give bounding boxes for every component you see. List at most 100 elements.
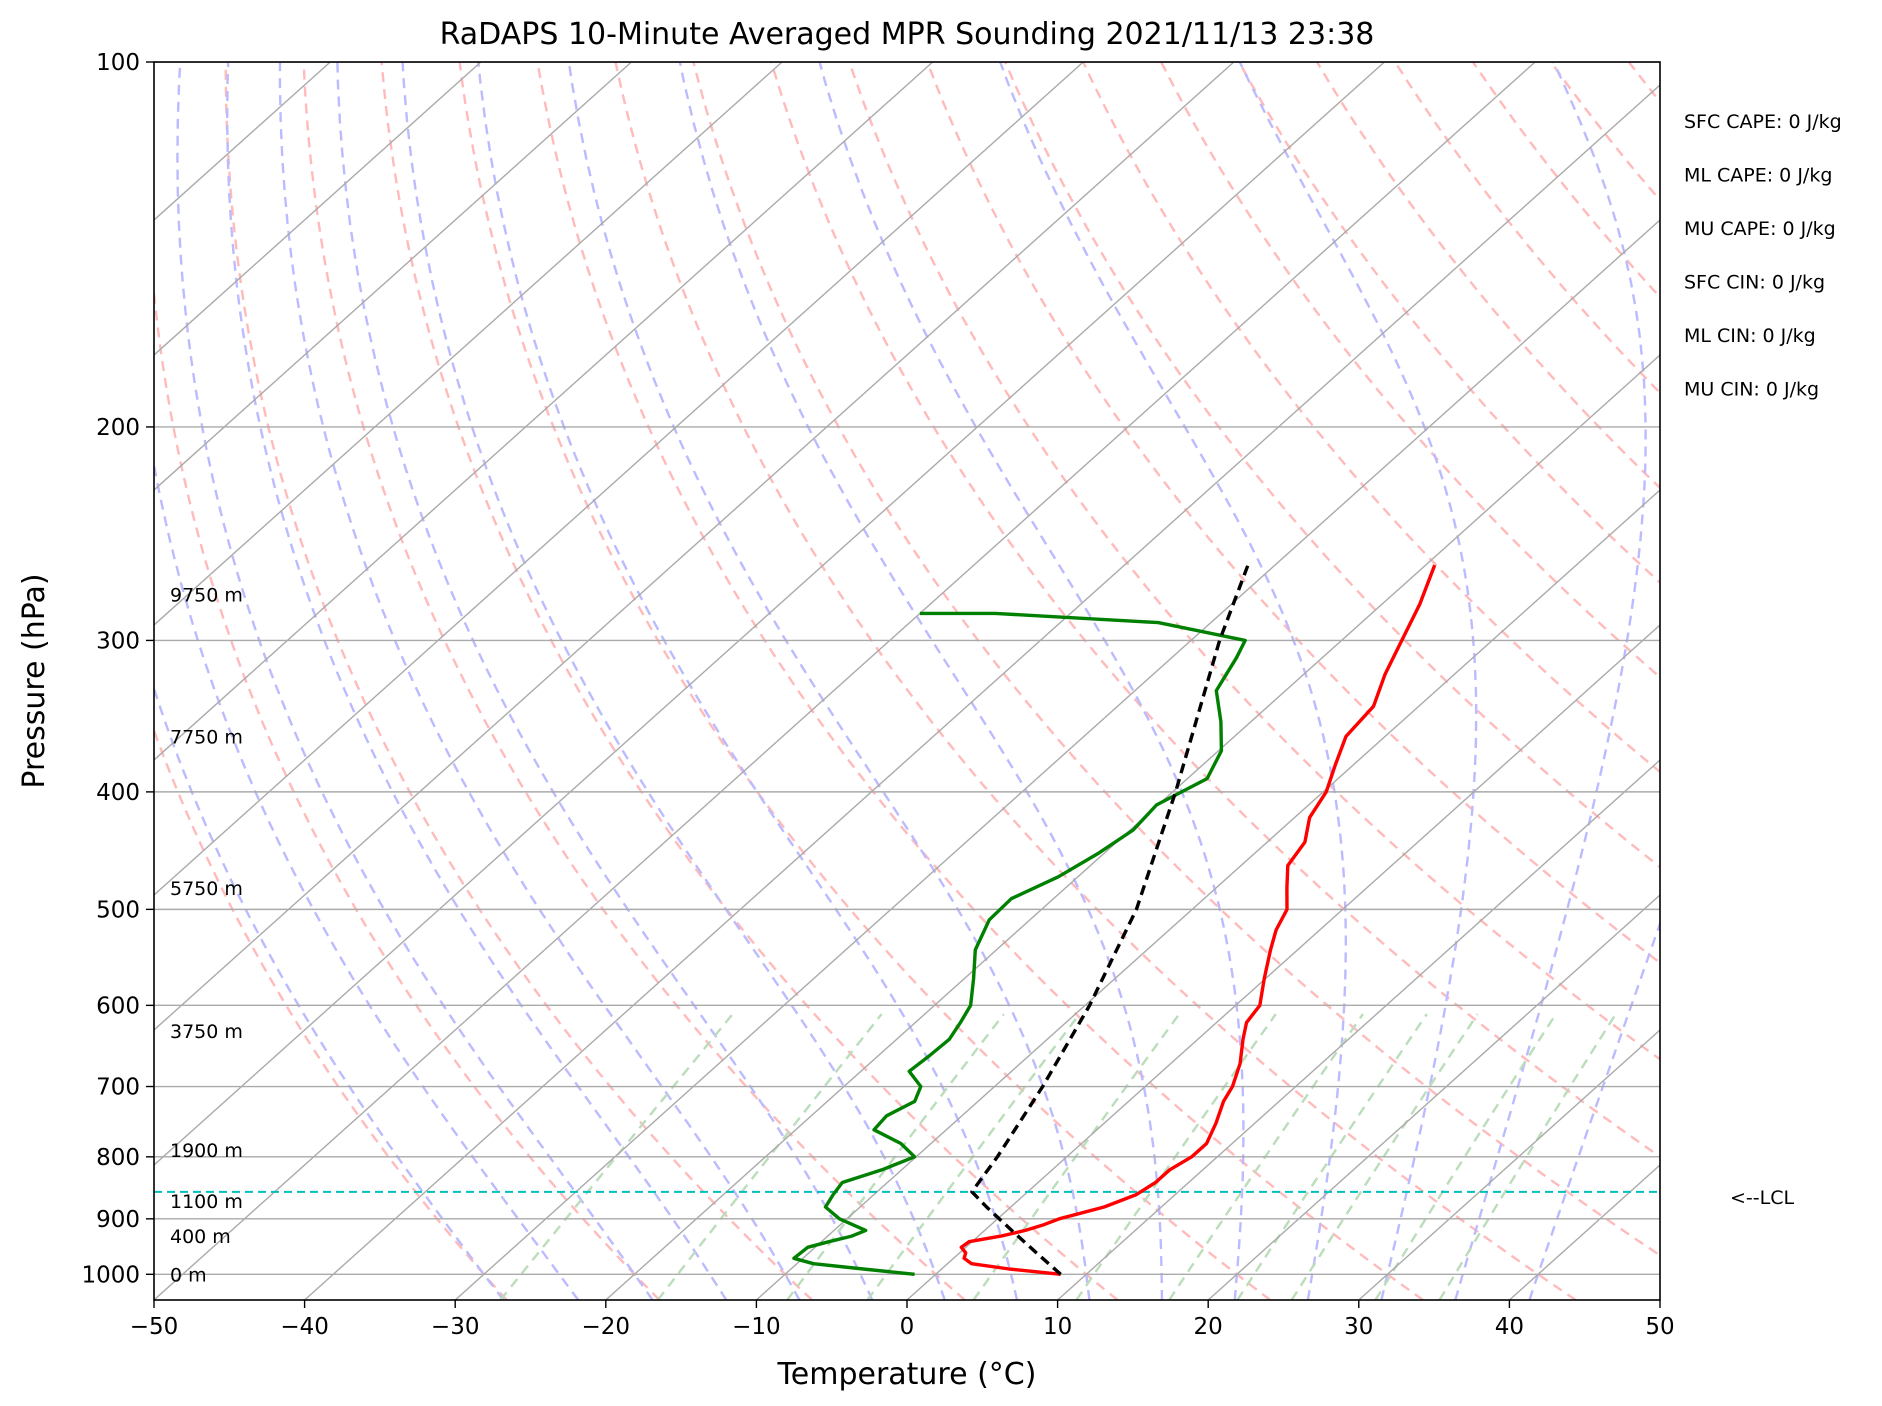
x-tick-label: 10 [1043, 1314, 1072, 1340]
isotherm [154, 62, 482, 356]
mixing-ratio-line [1438, 1013, 1617, 1300]
series-group [792, 560, 1437, 1276]
y-tick-label: 400 [96, 780, 140, 806]
moist-adiabat [567, 62, 1091, 1300]
x-tick-label: 30 [1344, 1314, 1373, 1340]
y-tick-label: 200 [96, 415, 140, 441]
dry-adiabat [1707, 62, 1882, 1300]
dry-adiabat [1393, 62, 1660, 395]
height-label: 7750 m [170, 726, 243, 748]
isotherm [906, 624, 1660, 1300]
dry-adiabat [1863, 62, 1882, 1300]
mixing-ratio-line [1168, 1013, 1364, 1300]
stats-panel: SFC CAPE: 0 J/kg ML CAPE: 0 J/kg MU CAPE: … [1684, 111, 1842, 401]
dry-adiabat [770, 62, 1660, 1159]
y-tick-label: 600 [96, 993, 140, 1019]
isotherm [605, 354, 1660, 1300]
stat-annotation: MU CAPE: 0 J/kg [1684, 218, 1836, 240]
dry-adiabat [1160, 62, 1660, 679]
pressure-grid [154, 62, 1660, 1276]
moist-adiabat [477, 62, 1019, 1300]
mixing-ratio-line [656, 1013, 883, 1300]
stat-annotation: SFC CIN: 0 J/kg [1684, 272, 1825, 294]
moist-adiabat [225, 62, 728, 1300]
moist-adiabat [1238, 62, 1478, 1300]
dry-adiabat [1785, 62, 1882, 1300]
isotherm [154, 62, 1536, 1300]
y-tick-label: 100 [96, 50, 140, 76]
isotherm [1207, 894, 1660, 1300]
mixing-ratio-line [499, 1013, 734, 1300]
chart-title: RaDAPS 10-Minute Averaged MPR Sounding 2… [440, 17, 1375, 52]
dry-adiabat [154, 281, 661, 1300]
dry-adiabat [848, 62, 1660, 1061]
isotherm [154, 62, 1385, 1166]
x-tick-label: 0 [900, 1314, 915, 1340]
isotherm [1659, 1299, 1660, 1300]
isotherm [154, 62, 783, 626]
y-tick-label: 500 [96, 897, 140, 923]
moist-adiabat [1454, 62, 1647, 1300]
temperature-line [959, 564, 1437, 1276]
isotherm [1057, 759, 1660, 1300]
mixing-ratio-line [786, 1013, 1005, 1300]
x-tick-label: 20 [1194, 1314, 1223, 1340]
x-tick-label: 50 [1645, 1314, 1674, 1340]
x-tick-label: −20 [582, 1314, 631, 1340]
height-label: 3750 m [170, 1021, 243, 1043]
isotherm [1358, 1029, 1660, 1300]
moist-adiabat [401, 62, 946, 1300]
y-tick-label: 300 [96, 628, 140, 654]
stat-annotation: ML CAPE: 0 J/kg [1684, 165, 1832, 187]
isotherm [154, 62, 934, 761]
dry-adiabat [1082, 62, 1660, 774]
x-tick-label: −10 [732, 1314, 781, 1340]
moist-adiabat [998, 62, 1347, 1300]
x-axis: −50 −40 −30 −20 −10 0 10 20 30 40 50 [130, 1300, 1675, 1340]
dry-adiabat [154, 727, 508, 1300]
height-label: 9750 m [170, 585, 243, 607]
x-tick-label: −30 [431, 1314, 480, 1340]
moist-adiabat [176, 62, 654, 1300]
y-tick-label: 800 [96, 1145, 140, 1171]
mixing-ratio-line [1075, 1013, 1277, 1300]
moist-adiabat [818, 62, 1245, 1300]
y-axis-label: Pressure (hPa) [17, 573, 52, 788]
parcel-profile-line [970, 560, 1252, 1276]
x-tick-label: −50 [130, 1314, 179, 1340]
dry-adiabat [926, 62, 1660, 965]
plot-frame [153, 61, 1661, 1301]
moist-adiabat [678, 62, 1164, 1300]
height-label: 5750 m [170, 878, 243, 900]
isotherm [454, 219, 1660, 1300]
height-label: 400 m [170, 1226, 231, 1248]
stat-annotation: MU CIN: 0 J/kg [1684, 379, 1819, 401]
background-lines [154, 62, 1882, 1300]
stat-annotation: SFC CAPE: 0 J/kg [1684, 111, 1842, 133]
x-axis-label: Temperature (°C) [777, 1357, 1037, 1392]
isotherm [304, 84, 1660, 1300]
isotherm [154, 62, 1084, 896]
height-label: 0 m [170, 1264, 207, 1286]
y-tick-label: 700 [96, 1075, 140, 1101]
x-tick-label: −40 [280, 1314, 329, 1340]
moist-adiabat [1528, 919, 1660, 1300]
dry-adiabat [1549, 62, 1660, 203]
dry-adiabat [1471, 62, 1660, 299]
mixing-ratio-line [866, 1013, 1081, 1300]
dry-adiabat [380, 62, 1119, 1300]
stat-annotation: ML CIN: 0 J/kg [1684, 325, 1816, 347]
dry-adiabat [1238, 62, 1660, 585]
y-tick-label: 900 [96, 1207, 140, 1233]
isotherm [154, 62, 1235, 1031]
dry-adiabat [692, 62, 1660, 1257]
y-tick-label: 1000 [81, 1262, 140, 1288]
x-tick-label: 40 [1495, 1314, 1524, 1340]
moist-adiabat [336, 62, 874, 1300]
moist-adiabat [278, 62, 801, 1300]
moist-adiabat [154, 458, 580, 1300]
dry-adiabat [536, 62, 1424, 1300]
lcl-group: <--LCL [154, 1187, 1794, 1209]
lcl-label: <--LCL [1730, 1187, 1794, 1209]
